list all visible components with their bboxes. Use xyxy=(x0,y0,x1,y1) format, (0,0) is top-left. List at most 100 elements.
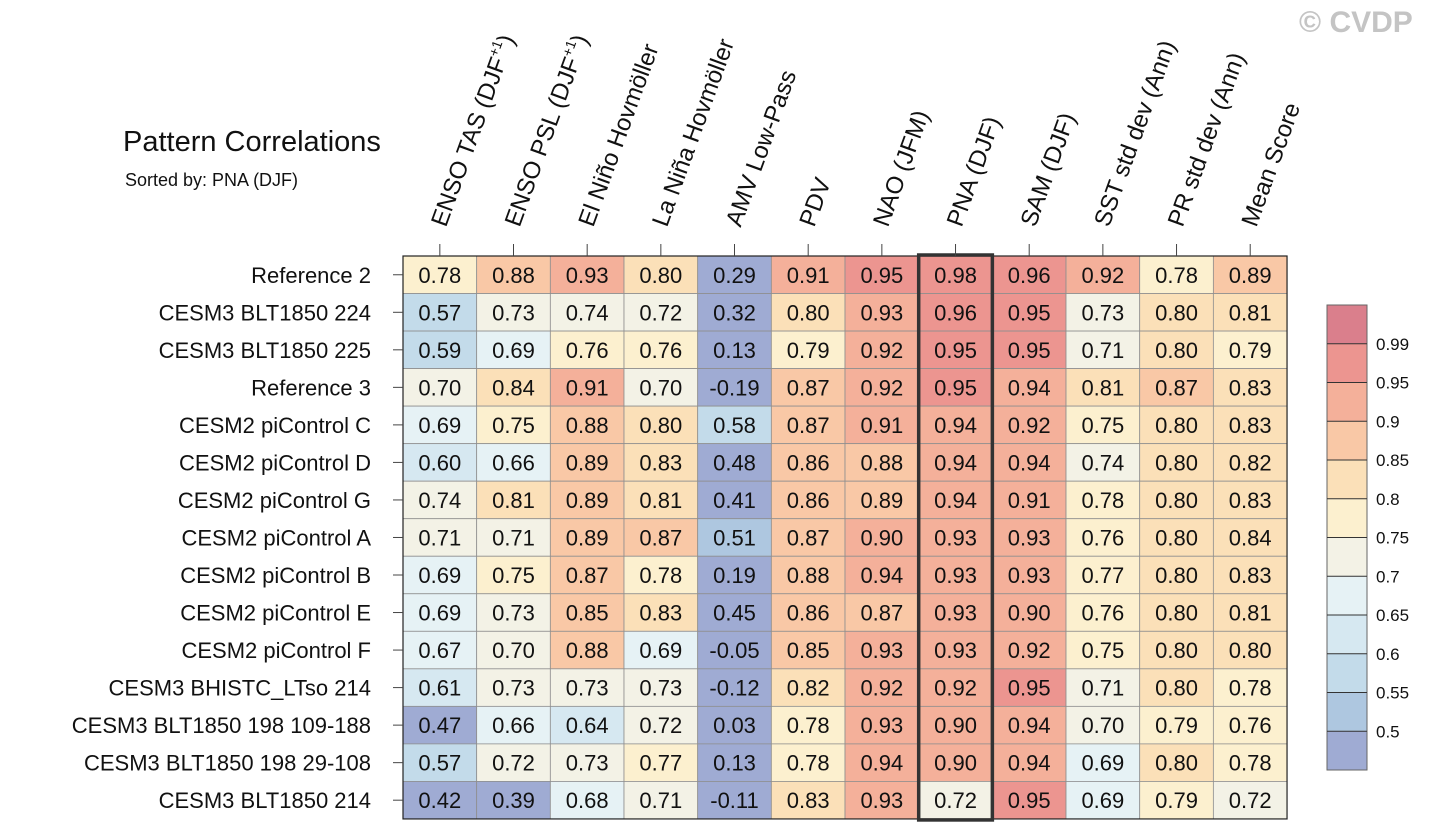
heatmap-cell xyxy=(697,293,772,332)
column-label: SST std dev (Ann) xyxy=(1089,37,1181,230)
cell-value: 0.71 xyxy=(492,525,535,550)
cell-value: 0.87 xyxy=(787,375,830,400)
cell-value: 0.92 xyxy=(860,676,903,701)
cell-value: 0.78 xyxy=(787,751,830,776)
cell-value: 0.73 xyxy=(566,676,609,701)
cell-value: 0.78 xyxy=(1229,676,1272,701)
heatmap-cell xyxy=(402,668,478,707)
heatmap-cell xyxy=(844,368,920,407)
heatmap-cell xyxy=(918,443,993,482)
heatmap-cell xyxy=(697,480,772,520)
colorbar-segment xyxy=(1327,576,1367,615)
cell-value: 0.94 xyxy=(934,450,977,475)
cell-value: 0.88 xyxy=(492,263,535,288)
cell-value: 0.75 xyxy=(492,413,535,438)
cell-value: 0.58 xyxy=(713,413,756,438)
cell-value: 0.81 xyxy=(1081,375,1124,400)
heatmap-cell xyxy=(1065,330,1141,369)
cell-value: 0.57 xyxy=(418,751,461,776)
cell-value: 0.71 xyxy=(418,525,461,550)
cell-value: 0.91 xyxy=(787,263,830,288)
chart-title: Pattern Correlations xyxy=(123,126,381,158)
heatmap-cell xyxy=(402,781,478,820)
cell-value: 0.88 xyxy=(787,563,830,588)
heatmap-cell xyxy=(1065,781,1141,820)
heatmap-cell xyxy=(1212,330,1288,369)
heatmap-cell xyxy=(549,593,625,632)
cell-value: -0.11 xyxy=(710,788,759,813)
row-label: CESM3 BLT1850 198 109-188 xyxy=(72,713,371,738)
cell-value: 0.93 xyxy=(860,788,903,813)
cell-value: 0.74 xyxy=(566,300,609,325)
cell-value: 0.70 xyxy=(1081,713,1124,738)
cell-value: -0.19 xyxy=(709,375,759,400)
cell-value: 0.87 xyxy=(860,601,903,626)
cell-value: 0.78 xyxy=(639,563,682,588)
heatmap-cell xyxy=(623,518,699,557)
cell-value: 0.83 xyxy=(787,788,830,813)
heatmap-cell xyxy=(1139,518,1214,557)
heatmap-cell xyxy=(1065,743,1141,782)
cell-value: 0.92 xyxy=(1081,263,1124,288)
heatmap-cell xyxy=(476,668,551,707)
colorbar-label: 0.85 xyxy=(1376,451,1409,470)
cell-value: 0.85 xyxy=(566,601,609,626)
heatmap-cell xyxy=(697,781,772,820)
colorbar-label: 0.6 xyxy=(1376,645,1400,664)
heatmap-cell xyxy=(549,743,625,782)
cell-value: 0.95 xyxy=(1008,300,1051,325)
heatmap-cell xyxy=(476,255,551,294)
heatmap-cell xyxy=(770,443,846,482)
cell-value: 0.93 xyxy=(934,525,977,550)
cell-value: 0.87 xyxy=(566,563,609,588)
colorbar-segment xyxy=(1327,421,1367,460)
cell-value: 0.51 xyxy=(713,525,756,550)
cell-value: 0.85 xyxy=(787,638,830,663)
heatmap-cell xyxy=(1139,405,1214,445)
colorbar-label: 0.55 xyxy=(1376,684,1409,703)
cell-value: 0.80 xyxy=(1155,300,1198,325)
cell-value: 0.94 xyxy=(934,488,977,513)
cell-value: 0.81 xyxy=(639,488,682,513)
row-label: CESM3 BLT1850 225 xyxy=(159,338,371,363)
heatmap-cell xyxy=(1065,555,1141,595)
cell-value: 0.92 xyxy=(1008,413,1051,438)
heatmap-cell xyxy=(549,668,625,707)
cell-value: 0.73 xyxy=(1081,300,1124,325)
cell-value: 0.75 xyxy=(1081,413,1124,438)
colorbar-label: 0.7 xyxy=(1376,567,1400,586)
heatmap-cell xyxy=(549,368,625,407)
heatmap-cell xyxy=(770,405,846,445)
cell-value: 0.45 xyxy=(713,601,756,626)
cell-value: 0.39 xyxy=(492,788,535,813)
cell-value: -0.05 xyxy=(709,638,759,663)
row-label: CESM2 piControl F xyxy=(181,638,371,663)
cell-value: 0.87 xyxy=(639,525,682,550)
cell-value: 0.86 xyxy=(787,601,830,626)
row-label: Reference 2 xyxy=(251,263,371,288)
cell-value: 0.98 xyxy=(934,263,977,288)
cell-value: 0.80 xyxy=(1155,563,1198,588)
cell-value: 0.80 xyxy=(1155,488,1198,513)
heatmap-cell xyxy=(1212,743,1288,782)
colorbar-label: 0.99 xyxy=(1376,335,1409,354)
cell-value: 0.86 xyxy=(787,450,830,475)
cell-value: -0.12 xyxy=(709,676,759,701)
cell-value: 0.93 xyxy=(860,713,903,738)
heatmap-cell xyxy=(1139,293,1214,332)
heatmap-cell xyxy=(1065,593,1141,632)
heatmap-cell xyxy=(1139,743,1214,782)
cell-value: 0.83 xyxy=(639,450,682,475)
cell-value: 0.95 xyxy=(1008,788,1051,813)
row-label: CESM2 piControl A xyxy=(181,525,371,550)
cell-value: 0.76 xyxy=(1081,601,1124,626)
heatmap-cell xyxy=(476,443,551,482)
cell-value: 0.91 xyxy=(860,413,903,438)
cell-value: 0.61 xyxy=(418,676,461,701)
column-label: ENSO TAS (DJF+1) xyxy=(424,31,520,231)
cell-value: 0.80 xyxy=(1155,413,1198,438)
heatmap-cell xyxy=(402,405,478,445)
cell-value: 0.93 xyxy=(934,563,977,588)
heatmap-cell xyxy=(1212,480,1288,520)
cell-value: 0.81 xyxy=(1229,601,1272,626)
